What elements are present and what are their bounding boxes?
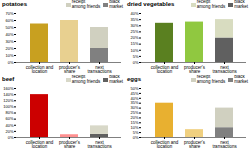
svg-text:30%: 30% xyxy=(130,105,138,110)
svg-text:10%: 10% xyxy=(5,53,13,58)
svg-text:40%: 40% xyxy=(5,123,13,128)
svg-text:collection andlocation: collection andlocation xyxy=(26,65,54,75)
html-text:black market: black market xyxy=(234,74,248,84)
html-text:eggs: eggs xyxy=(127,76,141,82)
html-text:black market: black market xyxy=(109,0,123,9)
svg-text:producer'sshare: producer'sshare xyxy=(184,140,206,150)
html-text:dried vegetables: dried vegetables xyxy=(127,1,175,7)
html-text:black market: black market xyxy=(234,0,248,9)
html-text:beef: beef xyxy=(2,76,15,82)
svg-text:10%: 10% xyxy=(130,125,138,130)
svg-text:80%: 80% xyxy=(5,110,13,115)
svg-text:nexttransactions: nexttransactions xyxy=(87,140,112,150)
svg-text:100%: 100% xyxy=(3,104,14,109)
html-text:potatoes: potatoes xyxy=(2,1,27,7)
svg-text:producer'sshare: producer'sshare xyxy=(59,140,81,150)
svg-text:10%: 10% xyxy=(130,48,138,53)
svg-text:40%: 40% xyxy=(5,32,13,37)
svg-text:35%: 35% xyxy=(130,100,138,105)
svg-text:20%: 20% xyxy=(130,35,138,40)
html-text:receipt among friends: receipt among friends xyxy=(196,74,226,84)
svg-text:50%: 50% xyxy=(130,86,138,91)
svg-text:60%: 60% xyxy=(5,18,13,23)
svg-text:60%: 60% xyxy=(5,116,13,121)
svg-text:25%: 25% xyxy=(130,110,138,115)
svg-text:20%: 20% xyxy=(5,46,13,51)
html-text:receipt among friends: receipt among friends xyxy=(71,74,101,84)
svg-text:0%: 0% xyxy=(8,135,14,140)
svg-text:35%: 35% xyxy=(130,17,138,22)
svg-text:5%: 5% xyxy=(133,130,139,135)
svg-text:collection andlocation: collection andlocation xyxy=(151,140,179,150)
html-text:black market: black market xyxy=(109,74,123,84)
svg-text:producer'sshare: producer'sshare xyxy=(59,65,81,75)
html-text:receipt among friends: receipt among friends xyxy=(71,0,101,9)
svg-text:40%: 40% xyxy=(130,11,138,16)
svg-text:30%: 30% xyxy=(130,23,138,28)
svg-text:0%: 0% xyxy=(133,135,139,140)
svg-text:40%: 40% xyxy=(130,96,138,101)
svg-text:25%: 25% xyxy=(130,29,138,34)
svg-text:collection andlocation: collection andlocation xyxy=(151,65,179,75)
svg-text:0%: 0% xyxy=(133,60,139,65)
svg-text:0%: 0% xyxy=(8,60,14,65)
svg-text:20%: 20% xyxy=(5,129,13,134)
svg-text:140%: 140% xyxy=(3,92,14,97)
svg-text:120%: 120% xyxy=(3,98,14,103)
svg-text:15%: 15% xyxy=(130,120,138,125)
svg-text:50%: 50% xyxy=(5,25,13,30)
svg-text:30%: 30% xyxy=(5,39,13,44)
svg-text:nexttransactions: nexttransactions xyxy=(212,65,237,75)
svg-text:nexttransactions: nexttransactions xyxy=(212,140,237,150)
svg-text:70%: 70% xyxy=(5,11,13,16)
svg-text:45%: 45% xyxy=(130,91,138,96)
svg-text:5%: 5% xyxy=(133,54,139,59)
html-text:receipt among friends: receipt among friends xyxy=(196,0,226,9)
svg-text:producer'sshare: producer'sshare xyxy=(184,65,206,75)
svg-text:nexttransactions: nexttransactions xyxy=(87,65,112,75)
svg-text:20%: 20% xyxy=(130,115,138,120)
svg-text:collection andlocation: collection andlocation xyxy=(26,140,54,150)
svg-text:15%: 15% xyxy=(130,41,138,46)
svg-text:160%: 160% xyxy=(3,86,14,91)
